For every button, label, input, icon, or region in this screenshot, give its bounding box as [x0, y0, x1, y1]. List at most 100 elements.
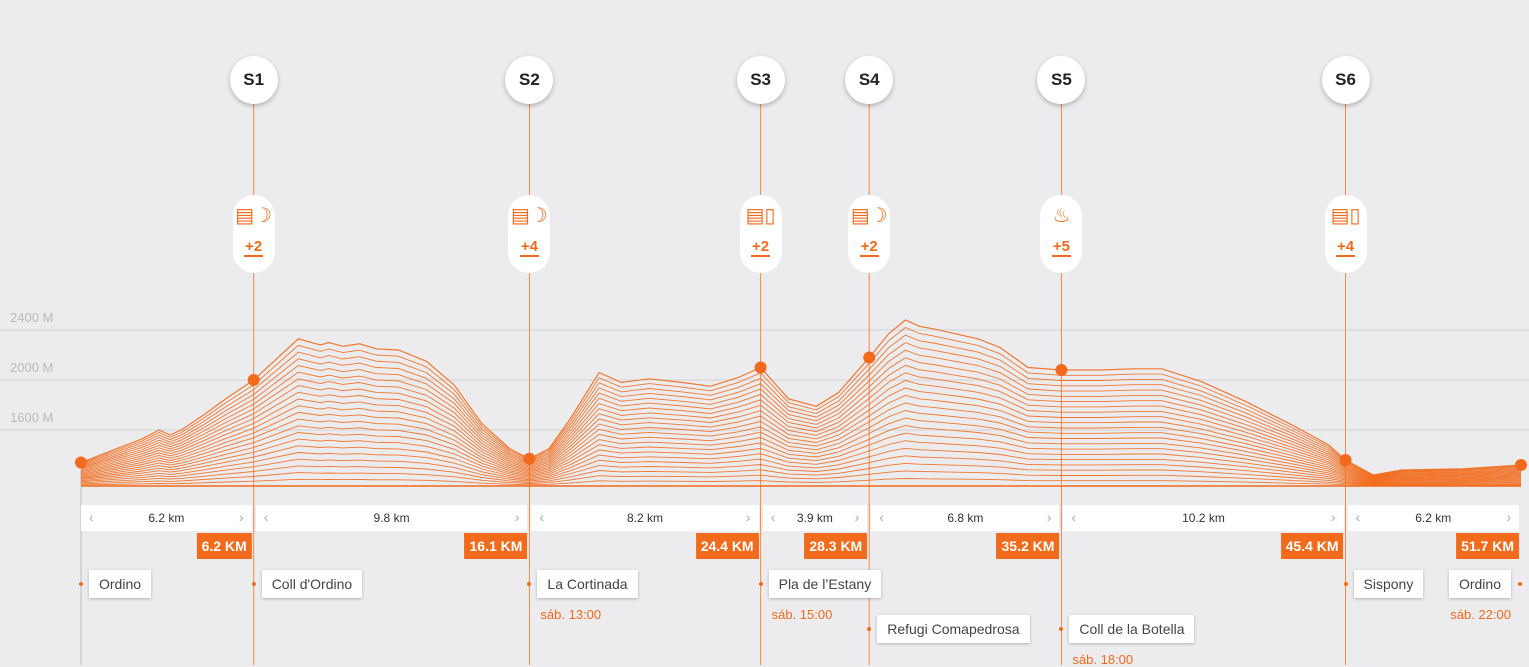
profile-contour-line — [80, 417, 1522, 482]
profile-contour-line — [80, 395, 1522, 481]
segment-distance-label: 9.8 km — [373, 511, 410, 525]
supply-count: +2 — [751, 238, 771, 257]
chevron-right-icon[interactable]: › — [1330, 509, 1336, 525]
place-dot — [1059, 627, 1064, 631]
stage-badge-s5: S5 — [1037, 56, 1086, 104]
profile-contour-line — [80, 455, 1522, 485]
supply-count: +4 — [519, 238, 539, 257]
stage-point-s3 — [754, 361, 767, 374]
stage-badge-s1: S1 — [229, 56, 278, 104]
cumulative-km-badge: 6.2 KM — [196, 533, 252, 559]
place-dot — [1518, 582, 1522, 586]
y-tick-label: 2000 M — [10, 360, 54, 375]
drink-fruit-icon: ▤☽ — [511, 205, 548, 227]
profile-contour-line — [80, 440, 1522, 484]
stage-point-s6 — [1339, 454, 1352, 466]
segment-distance: ‹ 6.8 km › — [871, 505, 1060, 531]
y-tick-label: 1600 M — [10, 410, 54, 425]
drink-fruit-icon: ▤☽ — [235, 205, 273, 227]
profile-contour-line — [80, 334, 1522, 477]
stage-badge-s3: S3 — [736, 56, 785, 104]
chevron-left-icon[interactable]: ‹ — [879, 509, 884, 525]
chevron-right-icon[interactable]: › — [1506, 509, 1511, 525]
place-label: Coll d'Ordino — [261, 570, 363, 598]
segment-distance-label: 10.2 km — [1182, 511, 1225, 525]
profile-contour-line — [80, 357, 1522, 478]
segment-distance: ‹ 9.8 km › — [255, 505, 528, 531]
place-dot — [79, 582, 83, 586]
segment-distance: ‹ 6.2 km › — [1347, 505, 1519, 531]
chevron-left-icon[interactable]: ‹ — [1355, 509, 1361, 525]
supply-count: +2 — [244, 238, 264, 257]
cumulative-km-badge: 24.4 KM — [695, 533, 759, 559]
stage-badge-s4: S4 — [845, 56, 894, 104]
stage-badge-s2: S2 — [505, 56, 554, 104]
supply-count: +5 — [1051, 238, 1071, 257]
supply-badge-s1: ▤☽ +2 — [232, 195, 275, 273]
profile-contour-line — [80, 447, 1522, 484]
profile-contour-line — [80, 432, 1522, 483]
cumulative-km-badge: 16.1 KM — [464, 533, 528, 559]
profile-contour-line — [80, 326, 1522, 476]
supply-badge-s2: ▤☽ +4 — [508, 195, 551, 273]
chevron-right-icon[interactable]: › — [854, 509, 860, 525]
supply-count: +2 — [859, 238, 879, 257]
chevron-right-icon[interactable]: › — [239, 509, 244, 525]
stage-point-s5 — [1055, 364, 1068, 376]
chevron-left-icon[interactable]: ‹ — [1071, 509, 1077, 525]
supply-badge-s5: ♨ +5 — [1040, 195, 1083, 273]
chevron-right-icon[interactable]: › — [745, 509, 751, 525]
chevron-right-icon[interactable]: › — [1046, 509, 1052, 525]
segment-distance-label: 8.2 km — [627, 511, 664, 525]
chevron-left-icon[interactable]: ‹ — [263, 509, 269, 525]
profile-contour-line — [80, 372, 1522, 479]
place-dot — [867, 627, 872, 631]
place-time: sáb. 15:00 — [771, 607, 833, 622]
place-label: Sispony — [1353, 570, 1424, 598]
segment-distance: ‹ 8.2 km › — [531, 505, 759, 531]
segment-distance: ‹ 10.2 km › — [1063, 505, 1344, 531]
place-dot — [758, 582, 763, 586]
profile-contour-line — [80, 342, 1522, 477]
hot-meal-icon: ♨ — [1052, 205, 1071, 227]
drink-fruit-icon: ▤☽ — [850, 205, 888, 227]
cumulative-km-badge: 51.7 KM — [1456, 533, 1519, 559]
start-point — [75, 456, 87, 469]
segment-distance-label: 6.8 km — [947, 511, 984, 525]
stage-point-s1 — [247, 374, 260, 386]
finish-point — [1515, 459, 1527, 471]
cumulative-km-badge: 28.3 KM — [804, 533, 868, 559]
place-label: La Cortinada — [537, 570, 638, 598]
place-label: Refugi Comapedrosa — [877, 615, 1030, 643]
y-tick-label: 2400 M — [10, 310, 54, 325]
profile-contour-line — [80, 349, 1522, 478]
segment-distance-label: 3.9 km — [796, 511, 833, 525]
stage-badge-s6: S6 — [1321, 56, 1370, 104]
profile-contour-line — [80, 319, 1522, 476]
chevron-left-icon[interactable]: ‹ — [89, 509, 94, 525]
profile-contour-line — [80, 470, 1522, 486]
profile-contour-line — [80, 402, 1522, 481]
chevron-left-icon[interactable]: ‹ — [770, 509, 776, 525]
profile-contour-line — [80, 478, 1522, 486]
segment-distance: ‹ 3.9 km › — [762, 505, 868, 531]
supply-count: +4 — [1335, 238, 1356, 257]
place-label: Coll de la Botella — [1069, 615, 1195, 643]
place-label: Ordino — [89, 570, 152, 598]
cumulative-km-badge: 35.2 KM — [996, 533, 1060, 559]
chevron-left-icon[interactable]: ‹ — [539, 509, 545, 525]
place-time: sáb. 18:00 — [1072, 652, 1134, 667]
profile-contour-line — [80, 425, 1522, 483]
supply-badge-s3: ▤▯ +2 — [739, 195, 782, 273]
chevron-right-icon[interactable]: › — [514, 509, 520, 525]
profile-contour-line — [80, 462, 1522, 485]
cumulative-km-badge: 45.4 KM — [1280, 533, 1344, 559]
stage-point-s2 — [523, 452, 536, 465]
place-label: Ordino — [1448, 570, 1511, 598]
stage-point-s4 — [863, 351, 876, 364]
profile-contour-line — [80, 379, 1522, 480]
profile-contour-line — [80, 410, 1522, 482]
drink-bottle-icon: ▤▯ — [1330, 205, 1361, 227]
profile-contour-line — [80, 387, 1522, 480]
